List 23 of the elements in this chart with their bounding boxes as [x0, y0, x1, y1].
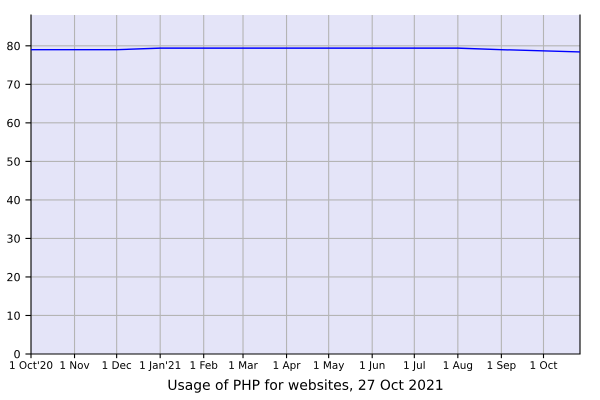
x-tick-label: 1 Sep — [488, 361, 516, 372]
x-tick-label: 1 Dec — [102, 361, 132, 370]
x-tick-label: 1 Aug — [444, 361, 472, 372]
x-tick-label: 1 Oct'20 — [10, 361, 52, 370]
y-tick-label: 10 — [8, 311, 20, 320]
x-tick-label: 1 Jun — [360, 361, 384, 371]
x-tick-label: 1 Apr — [274, 361, 301, 372]
y-tick-label: 40 — [6, 196, 20, 204]
x-tick-label: 1 Jul — [404, 360, 425, 371]
y-tick-label: 70 — [7, 80, 20, 89]
x-tick-label: 1 Jan'21 — [140, 361, 180, 371]
y-tick-label: 80 — [7, 42, 20, 50]
x-tick-label: 1 Mar — [229, 361, 258, 370]
x-tick-label: 1 Nov — [60, 361, 90, 370]
y-tick-label: 30 — [7, 234, 20, 243]
y-tick-label: 50 — [7, 157, 20, 166]
x-tick-label: 1 Feb — [190, 360, 218, 370]
y-tick-label: 20 — [7, 272, 20, 282]
y-tick-label: 0 — [14, 350, 20, 358]
text: Usage of PHP for websites, 27 Oct 2021 — [168, 379, 442, 393]
x-tick-label: 1 May — [314, 361, 344, 372]
x-tick-label: 1 Oct — [530, 361, 558, 370]
y-tick-label: 60 — [7, 118, 20, 128]
